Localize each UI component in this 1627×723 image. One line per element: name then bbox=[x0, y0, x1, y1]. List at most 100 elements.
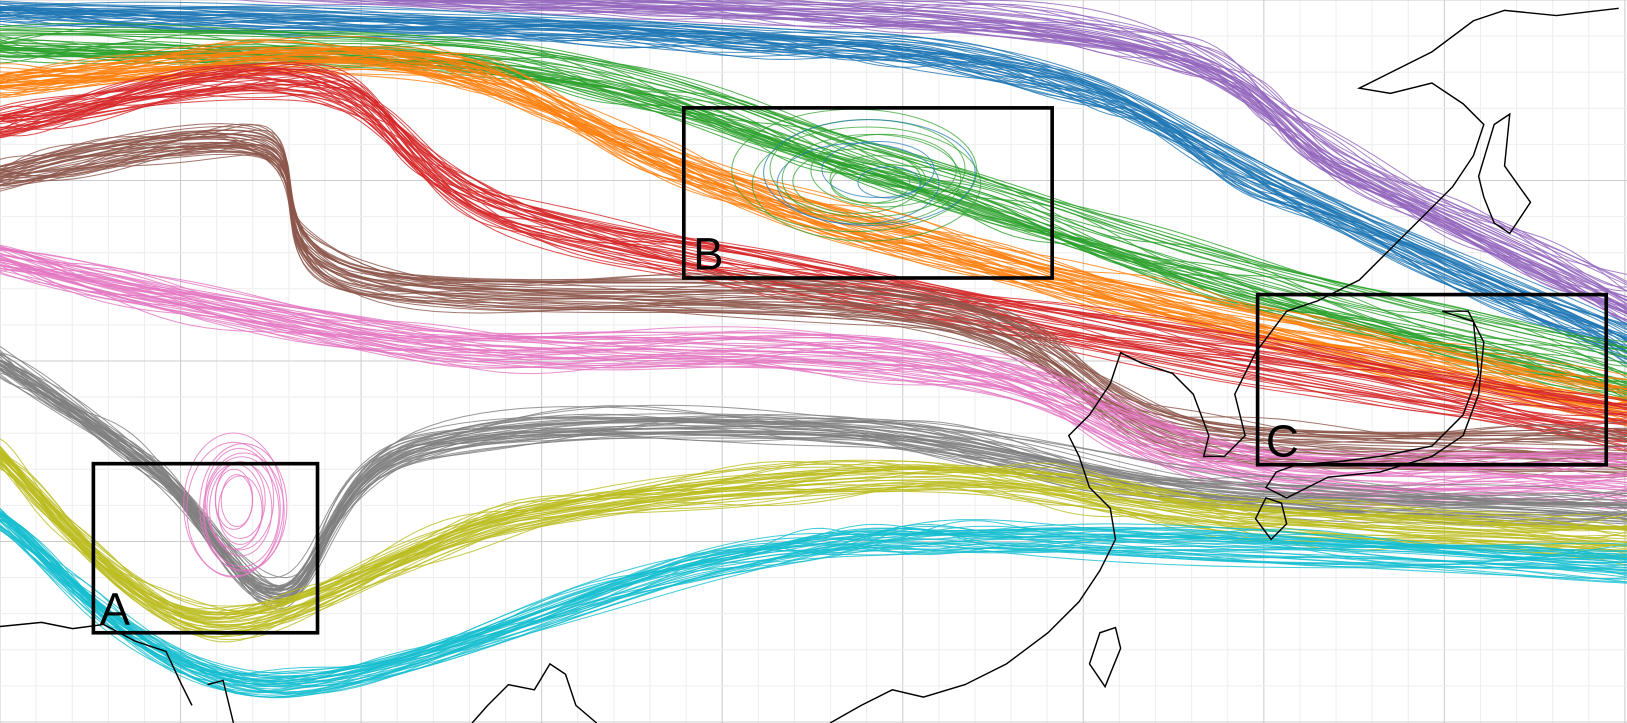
coastline bbox=[1477, 112, 1532, 235]
trajectory bbox=[0, 28, 1627, 349]
trajectory bbox=[829, 155, 926, 204]
trajectory bbox=[0, 63, 1627, 405]
trajectory bbox=[377, 0, 1627, 310]
trajectory bbox=[866, 0, 1627, 284]
trajectory bbox=[0, 76, 1627, 417]
trajectory bbox=[825, 0, 1627, 282]
trajectory bbox=[395, 0, 1627, 306]
trajectory bbox=[0, 47, 1627, 400]
trajectory bbox=[0, 89, 1627, 443]
trajectory bbox=[214, 461, 266, 539]
trajectory bbox=[0, 349, 1627, 590]
boxes: A B C bbox=[91, 106, 1609, 635]
trajectory bbox=[0, 55, 1627, 401]
trajectory bbox=[0, 464, 1627, 638]
trajectory bbox=[0, 508, 1627, 685]
trajectory bbox=[0, 244, 1627, 460]
trajectory bbox=[0, 258, 1627, 478]
trajectory bbox=[0, 67, 1627, 409]
trajectory bbox=[0, 456, 1627, 626]
coastlines bbox=[0, 7, 1619, 723]
trajectory bbox=[0, 9, 1627, 365]
trajectory bbox=[0, 7, 1627, 354]
trajectory bbox=[0, 0, 1627, 325]
trajectory bbox=[0, 455, 1627, 614]
trajectory bbox=[0, 74, 1627, 423]
coastline bbox=[1264, 310, 1485, 499]
trajectory bbox=[0, 70, 1627, 416]
trajectory bbox=[0, 247, 1627, 471]
trajectory bbox=[0, 129, 1627, 437]
trajectory bbox=[0, 79, 1627, 442]
trajectory bbox=[0, 63, 1627, 402]
trajectory bbox=[0, 510, 1627, 677]
trajectory bbox=[0, 525, 1627, 694]
trajectory bbox=[0, 520, 1627, 693]
trajectory bbox=[0, 515, 1627, 683]
trajectory bbox=[0, 32, 1627, 358]
trajectory bbox=[642, 0, 1627, 312]
trajectory bbox=[0, 455, 1627, 607]
trajectory bbox=[0, 137, 1627, 448]
trajectory bbox=[0, 360, 1627, 591]
trajectory bbox=[0, 92, 1627, 448]
trajectory bbox=[0, 438, 1627, 615]
trajectory bbox=[490, 0, 1627, 315]
trajectories bbox=[0, 0, 1627, 699]
trajectory bbox=[0, 515, 1627, 685]
trajectory bbox=[0, 360, 1627, 592]
trajectory bbox=[0, 150, 1627, 468]
region-box bbox=[1255, 292, 1609, 467]
trajectory bbox=[776, 142, 940, 225]
trajectory bbox=[423, 0, 1627, 325]
trajectory bbox=[0, 461, 1627, 622]
trajectory bbox=[0, 253, 1627, 468]
trajectory bbox=[0, 362, 1627, 596]
trajectory bbox=[0, 98, 1627, 447]
trajectory bbox=[0, 51, 1627, 390]
trajectory bbox=[183, 432, 284, 577]
trajectory bbox=[0, 2, 1627, 328]
region-box bbox=[91, 461, 320, 635]
trajectory bbox=[0, 35, 1627, 376]
trajectory bbox=[0, 16, 1627, 358]
trajectory bbox=[613, 0, 1627, 302]
trajectory bbox=[0, 271, 1627, 506]
trajectory bbox=[792, 148, 923, 214]
trajectory bbox=[0, 41, 1627, 380]
trajectory bbox=[0, 14, 1627, 364]
trajectory bbox=[0, 90, 1627, 451]
trajectory bbox=[217, 475, 263, 545]
trajectory bbox=[599, 0, 1627, 302]
coastline bbox=[471, 7, 1619, 723]
trajectory bbox=[857, 166, 921, 199]
trajectory bbox=[0, 247, 1627, 461]
trajectory bbox=[0, 86, 1627, 434]
trajectory bbox=[0, 130, 1627, 458]
trajectory bbox=[0, 514, 1627, 698]
trajectory bbox=[0, 361, 1627, 595]
trajectory bbox=[763, 119, 976, 226]
trajectory bbox=[0, 273, 1627, 505]
trajectory bbox=[0, 9, 1627, 352]
trajectory bbox=[0, 466, 1627, 628]
trajectory bbox=[0, 527, 1627, 687]
trajectory bbox=[0, 61, 1627, 405]
box-label: A bbox=[100, 583, 131, 634]
trajectory bbox=[0, 521, 1627, 688]
trajectory bbox=[0, 38, 1627, 393]
trajectory bbox=[0, 68, 1627, 410]
trajectory bbox=[0, 269, 1627, 501]
trajectory bbox=[0, 453, 1627, 620]
box-label: C bbox=[1266, 415, 1299, 466]
trajectory bbox=[0, 35, 1627, 377]
trajectory bbox=[0, 516, 1627, 678]
trajectory bbox=[688, 0, 1627, 275]
coastline bbox=[1254, 497, 1288, 541]
trajectory bbox=[0, 135, 1627, 447]
trajectory bbox=[0, 46, 1627, 391]
trajectory bbox=[202, 452, 285, 572]
trajectory bbox=[0, 519, 1627, 674]
